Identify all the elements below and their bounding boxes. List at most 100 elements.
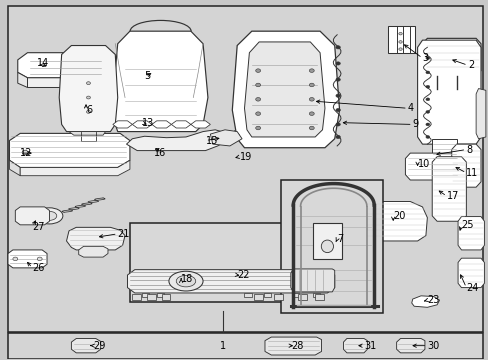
Ellipse shape [335, 94, 340, 97]
Ellipse shape [255, 83, 260, 87]
Polygon shape [59, 45, 118, 132]
Text: 3: 3 [422, 53, 427, 63]
Text: 10: 10 [417, 159, 429, 169]
Text: 8: 8 [466, 144, 471, 154]
Text: 22: 22 [237, 270, 249, 280]
Polygon shape [451, 144, 480, 187]
Bar [130, 223, 353, 302]
Ellipse shape [425, 57, 429, 59]
Polygon shape [152, 121, 171, 128]
Polygon shape [69, 132, 105, 135]
Polygon shape [290, 269, 334, 292]
Bar [431, 139, 456, 162]
Text: 13: 13 [142, 118, 154, 128]
Text: 19: 19 [239, 152, 251, 162]
Text: 2: 2 [467, 60, 473, 70]
Ellipse shape [335, 46, 340, 49]
Text: 14: 14 [37, 58, 49, 68]
Polygon shape [132, 121, 152, 128]
Polygon shape [142, 293, 149, 297]
Ellipse shape [309, 126, 314, 130]
Polygon shape [264, 293, 271, 297]
Ellipse shape [425, 123, 429, 126]
Polygon shape [71, 338, 101, 353]
Bar [281, 180, 383, 313]
Text: 11: 11 [466, 168, 478, 178]
Polygon shape [312, 293, 320, 297]
Ellipse shape [425, 111, 429, 113]
Text: 31: 31 [363, 341, 375, 351]
Ellipse shape [37, 257, 42, 261]
Polygon shape [66, 227, 125, 250]
Ellipse shape [255, 98, 260, 101]
Text: 23: 23 [427, 295, 439, 305]
Ellipse shape [309, 112, 314, 116]
Ellipse shape [309, 69, 314, 72]
Text: 21: 21 [118, 229, 130, 239]
Polygon shape [475, 89, 485, 139]
Polygon shape [18, 53, 105, 78]
Bar [387, 26, 414, 53]
Ellipse shape [13, 257, 18, 261]
Text: 12: 12 [20, 148, 33, 158]
Text: 26: 26 [32, 263, 45, 273]
Text: 28: 28 [290, 341, 303, 351]
Polygon shape [8, 250, 47, 268]
Bar [273, 294, 282, 300]
Ellipse shape [335, 62, 340, 65]
Text: 5: 5 [144, 71, 150, 81]
Ellipse shape [141, 273, 148, 284]
Polygon shape [417, 40, 480, 144]
Polygon shape [18, 72, 27, 87]
Text: 20: 20 [392, 211, 405, 221]
Polygon shape [411, 296, 439, 307]
Ellipse shape [398, 48, 402, 50]
Text: 16: 16 [154, 148, 166, 158]
Polygon shape [363, 202, 427, 241]
Ellipse shape [425, 135, 429, 138]
Text: 24: 24 [466, 283, 478, 293]
Polygon shape [431, 157, 466, 221]
Ellipse shape [335, 78, 340, 81]
Ellipse shape [425, 85, 429, 88]
Polygon shape [113, 31, 207, 132]
Polygon shape [9, 160, 20, 176]
Polygon shape [244, 293, 251, 297]
Polygon shape [140, 271, 238, 285]
Polygon shape [264, 337, 321, 355]
Ellipse shape [335, 123, 340, 126]
Polygon shape [157, 293, 163, 297]
Ellipse shape [335, 135, 340, 139]
Text: 27: 27 [32, 222, 45, 231]
Text: 9: 9 [412, 120, 418, 129]
Polygon shape [217, 267, 261, 285]
Ellipse shape [309, 83, 314, 87]
Bar [147, 294, 156, 300]
Bar [298, 294, 306, 300]
Polygon shape [210, 130, 242, 146]
Bar [132, 294, 141, 300]
Ellipse shape [398, 41, 402, 43]
Ellipse shape [86, 96, 90, 99]
Bar [161, 294, 170, 300]
Polygon shape [15, 207, 49, 225]
Polygon shape [244, 42, 325, 137]
Bar [254, 294, 263, 300]
Polygon shape [422, 39, 480, 76]
Bar [8, 333, 483, 359]
Ellipse shape [425, 98, 429, 101]
Ellipse shape [176, 275, 195, 287]
Polygon shape [171, 121, 190, 128]
Text: 17: 17 [446, 191, 458, 201]
Polygon shape [27, 71, 105, 87]
Ellipse shape [335, 108, 340, 112]
Ellipse shape [321, 240, 333, 253]
Text: 4: 4 [407, 103, 413, 113]
Text: 6: 6 [86, 105, 92, 115]
Text: 1: 1 [219, 341, 225, 351]
Ellipse shape [255, 69, 260, 72]
Ellipse shape [42, 211, 57, 220]
Ellipse shape [425, 71, 429, 74]
Ellipse shape [398, 32, 402, 35]
Ellipse shape [22, 150, 28, 154]
